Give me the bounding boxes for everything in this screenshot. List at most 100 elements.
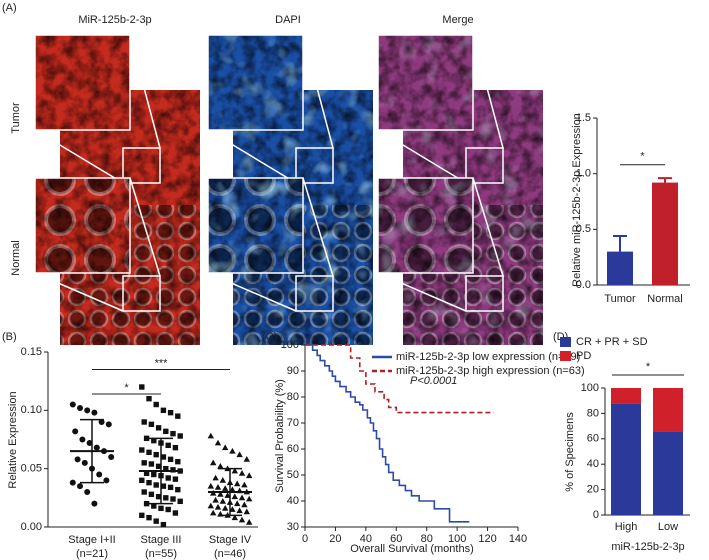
y-axis-label: Relative miR-125b-2-3p Expression — [571, 113, 583, 287]
point — [153, 518, 159, 524]
zoom-line — [377, 129, 467, 184]
point — [224, 492, 231, 498]
point — [243, 456, 250, 462]
y-tick-label: 0.00 — [21, 521, 42, 533]
x-tick-label: Stage I+II — [68, 534, 115, 546]
image-glow — [208, 178, 303, 273]
point — [69, 401, 76, 408]
point — [141, 489, 147, 495]
micrographs — [34, 34, 543, 345]
y-tick-label: 70 — [287, 417, 299, 429]
point — [163, 428, 169, 435]
inset-frame — [34, 177, 131, 274]
micrograph — [207, 177, 373, 345]
survival-curve — [305, 344, 494, 414]
legend-label: miR-125b-2-3p low expression (n=59) — [396, 351, 580, 363]
survival-curve — [305, 344, 470, 523]
legend-label: miR-125b-2-3p high expression (n=63) — [396, 365, 585, 377]
y-tick-label: 30 — [287, 521, 299, 533]
x-tick-label: 80 — [421, 533, 433, 545]
legend-label: PD — [576, 350, 591, 362]
point — [177, 433, 183, 439]
zoom-box — [465, 147, 504, 184]
point — [234, 500, 241, 507]
p-value: P<0.0001 — [410, 375, 457, 387]
point — [172, 510, 179, 516]
point — [146, 395, 152, 402]
y-tick-label: 0.15 — [21, 346, 42, 358]
y-tick-label: 0.0 — [576, 279, 591, 291]
x-tick-label: 20 — [329, 533, 341, 545]
point — [229, 506, 236, 512]
column-title: DAPI — [275, 14, 301, 26]
point — [222, 505, 229, 511]
point — [231, 514, 238, 521]
zoom-box — [295, 147, 334, 184]
point — [207, 432, 214, 439]
point — [170, 430, 176, 437]
image-glow — [208, 35, 303, 130]
bar-segment — [653, 388, 683, 432]
micrograph — [377, 177, 543, 345]
y-tick-label: 0.10 — [21, 404, 42, 416]
x-tick-label: Low — [658, 521, 678, 533]
point — [151, 471, 157, 478]
zoom-line — [129, 34, 161, 149]
point — [139, 512, 145, 519]
point — [143, 435, 150, 442]
significance-label: *** — [155, 357, 169, 369]
x-tick-label: 140 — [509, 533, 527, 545]
point — [151, 437, 157, 444]
point — [172, 444, 179, 451]
point — [231, 493, 238, 500]
x-tick-label: 100 — [448, 533, 466, 545]
y-tick-label: 20 — [587, 484, 599, 496]
point — [214, 503, 222, 510]
panel-label: (B) — [2, 331, 17, 343]
point — [207, 482, 214, 489]
point — [165, 506, 171, 513]
image-texture — [35, 35, 130, 130]
point — [170, 496, 176, 502]
point — [214, 439, 222, 446]
y-axis-label: % of Specimens — [564, 412, 576, 492]
zoom-line — [129, 177, 161, 277]
point — [139, 447, 145, 453]
zoom-line — [377, 272, 467, 312]
point — [146, 449, 152, 456]
row-label: Normal — [10, 240, 22, 275]
y-tick-label: 40 — [287, 495, 299, 507]
significance-label: * — [124, 382, 129, 394]
point — [91, 409, 98, 416]
point — [160, 521, 167, 528]
point — [210, 459, 217, 466]
x-tick-label: High — [615, 521, 638, 533]
point — [151, 503, 157, 509]
point — [163, 465, 169, 472]
y-tick-label: 1.0 — [576, 168, 591, 180]
point — [160, 454, 167, 460]
point — [139, 384, 145, 390]
point — [143, 470, 150, 477]
micrograph — [34, 34, 200, 205]
point — [238, 494, 246, 501]
micrograph — [34, 177, 200, 345]
x-tick-label: 60 — [390, 533, 402, 545]
point — [146, 514, 152, 521]
y-tick-label: 40 — [587, 458, 599, 470]
point — [146, 479, 152, 486]
point — [222, 444, 229, 451]
bar — [607, 251, 633, 285]
y-tick-label: 0.05 — [21, 463, 42, 475]
bar-segment — [611, 388, 641, 404]
point — [219, 477, 226, 483]
bar-segment — [653, 431, 683, 515]
image-texture — [35, 178, 130, 273]
point — [241, 501, 248, 508]
point — [165, 442, 171, 449]
significance-label: * — [640, 151, 645, 163]
point — [155, 463, 162, 470]
bar-segment — [611, 403, 641, 515]
zoom-line — [472, 34, 504, 149]
x-tick-label: Tumor — [604, 293, 636, 305]
